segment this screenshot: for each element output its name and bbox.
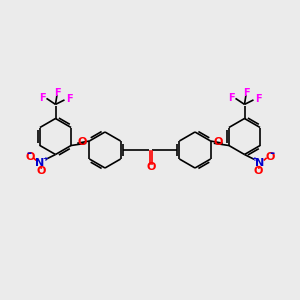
Text: O: O (214, 137, 223, 147)
Text: -: - (26, 147, 31, 160)
Text: F: F (54, 88, 60, 98)
Text: O: O (146, 162, 156, 172)
Text: +: + (252, 156, 258, 162)
Text: O: O (26, 152, 35, 162)
Text: F: F (40, 93, 46, 103)
Text: F: F (243, 88, 249, 98)
Text: F: F (229, 93, 235, 103)
Text: F: F (255, 94, 261, 104)
Text: O: O (265, 152, 274, 162)
Text: N: N (256, 158, 265, 168)
Text: +: + (42, 156, 48, 162)
Text: O: O (254, 166, 263, 176)
Text: F: F (66, 94, 72, 104)
Text: O: O (77, 137, 86, 147)
Text: -: - (269, 147, 274, 160)
Text: O: O (37, 166, 46, 176)
Text: N: N (35, 158, 44, 168)
